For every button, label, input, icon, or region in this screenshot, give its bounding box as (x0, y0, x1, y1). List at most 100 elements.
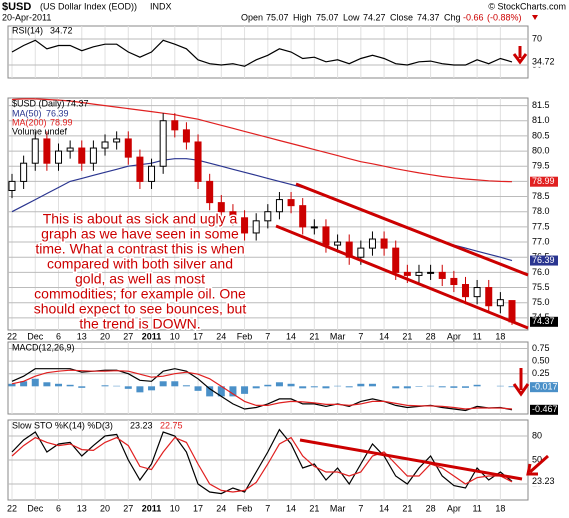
panel-title: Slow STO %K(14) %D(3) (12, 420, 113, 430)
x-tick-label: 27 (123, 331, 133, 341)
candle-body (299, 205, 307, 228)
x-tick-label: 20 (100, 331, 110, 341)
histogram-bar (427, 385, 435, 387)
panel-title: $USD (Daily) (12, 98, 65, 108)
candle-body (194, 141, 202, 182)
x-tick-label: 21 (402, 503, 412, 513)
x-tick-label: 14 (379, 503, 389, 513)
candle-body (101, 141, 109, 149)
histogram-bar (252, 386, 260, 389)
histogram-bar (368, 383, 376, 387)
quote-change-pct: (-0.88%) (487, 12, 522, 22)
candle-body (78, 147, 86, 164)
candle-body (229, 211, 237, 219)
histogram-bar (171, 381, 179, 387)
quote-value: 74.37 (417, 12, 440, 22)
histogram-bar (148, 386, 156, 391)
x-tick-label: 28 (426, 503, 436, 513)
series-line (11, 428, 513, 495)
candle-body (241, 217, 249, 234)
candle-body (159, 120, 167, 167)
trend-channel-upper (295, 182, 529, 277)
candle-body (136, 156, 144, 182)
trend-channel-lower (275, 224, 529, 330)
candle-body (403, 271, 411, 276)
candle-body (182, 129, 190, 143)
histogram-bar (101, 385, 109, 387)
candle-body (357, 247, 365, 258)
y-tick-label: 80.0 (532, 145, 550, 155)
histogram-bar (403, 386, 411, 389)
candle-body (287, 199, 295, 207)
value-tag-label: -0.467 (532, 404, 558, 414)
legend-volume: Volume undef (12, 126, 68, 136)
annotation: time. What a contrast this is when (35, 241, 244, 257)
legend-name: MA(50) (12, 108, 42, 118)
histogram-bar (357, 383, 365, 387)
candle-body (31, 138, 39, 164)
panel-value: 23.23 (130, 420, 153, 430)
quote-label: Chg (444, 12, 461, 22)
series-line (11, 369, 513, 410)
x-tick-label: 24 (216, 503, 226, 513)
histogram-bar (66, 384, 74, 387)
value-tag (530, 176, 558, 187)
histogram-bar (310, 386, 318, 388)
y-tick-label: 78.0 (532, 206, 550, 216)
candle-body (438, 271, 446, 279)
value-tag (530, 255, 558, 266)
candle-body (473, 287, 481, 298)
histogram-bar (194, 386, 202, 391)
y-tick-label: 81.0 (532, 115, 550, 125)
x-tick-label: 6 (56, 503, 61, 513)
candle-body (66, 147, 74, 152)
candle-body (427, 271, 435, 274)
panel-title: MACD(12,26,9) (12, 342, 75, 352)
candle-body (8, 180, 16, 191)
value-tag (530, 476, 558, 487)
series-line (11, 39, 513, 67)
candle-body (89, 147, 97, 164)
candle-body (206, 180, 214, 204)
value-tag-label: 74.37 (532, 316, 555, 326)
symbol: $USD (2, 1, 31, 13)
x-tick-label: 13 (77, 331, 87, 341)
candle-body (380, 238, 388, 249)
quote-label: Close (390, 12, 413, 22)
x-tick-label: 22 (7, 331, 17, 341)
histogram-bar (136, 386, 144, 393)
x-tick-label: 11 (472, 503, 481, 513)
panel-value: 34.72 (50, 25, 73, 35)
candle-body (508, 300, 516, 323)
value-tag (530, 316, 558, 327)
histogram-bar (415, 386, 423, 387)
candle-body (113, 138, 121, 143)
y-tick-label: 0.25 (532, 368, 550, 378)
x-tick-label: 21 (309, 503, 319, 513)
series-line (11, 436, 513, 493)
candle-body (275, 199, 283, 213)
x-tick-label: Dec (27, 331, 44, 341)
x-tick-label: 14 (286, 331, 296, 341)
x-tick-label: Feb (237, 331, 253, 341)
quote: Open 75.07 High 75.07 Low 74.27 Close 74… (241, 12, 538, 22)
x-tick-label: 21 (309, 331, 319, 341)
histogram-bar (345, 386, 353, 388)
y-tick-label: 75.0 (532, 297, 550, 307)
y-tick-label: 79.5 (532, 161, 550, 171)
histogram-bar (31, 378, 39, 387)
arrow (512, 46, 528, 65)
value-tag (530, 404, 558, 415)
x-tick-label: 18 (495, 503, 505, 513)
x-tick-label: 21 (402, 331, 412, 341)
quote-change: -0.66 (463, 12, 484, 22)
x-tick-label: Dec (27, 503, 44, 513)
value-tag (530, 56, 558, 67)
x-tick-label: 14 (286, 503, 296, 513)
histogram-bar (473, 384, 481, 387)
series-line (11, 98, 513, 183)
x-tick-label: 17 (193, 331, 203, 341)
value-tag-label: 23.23 (532, 476, 555, 486)
value-tag (530, 382, 558, 393)
